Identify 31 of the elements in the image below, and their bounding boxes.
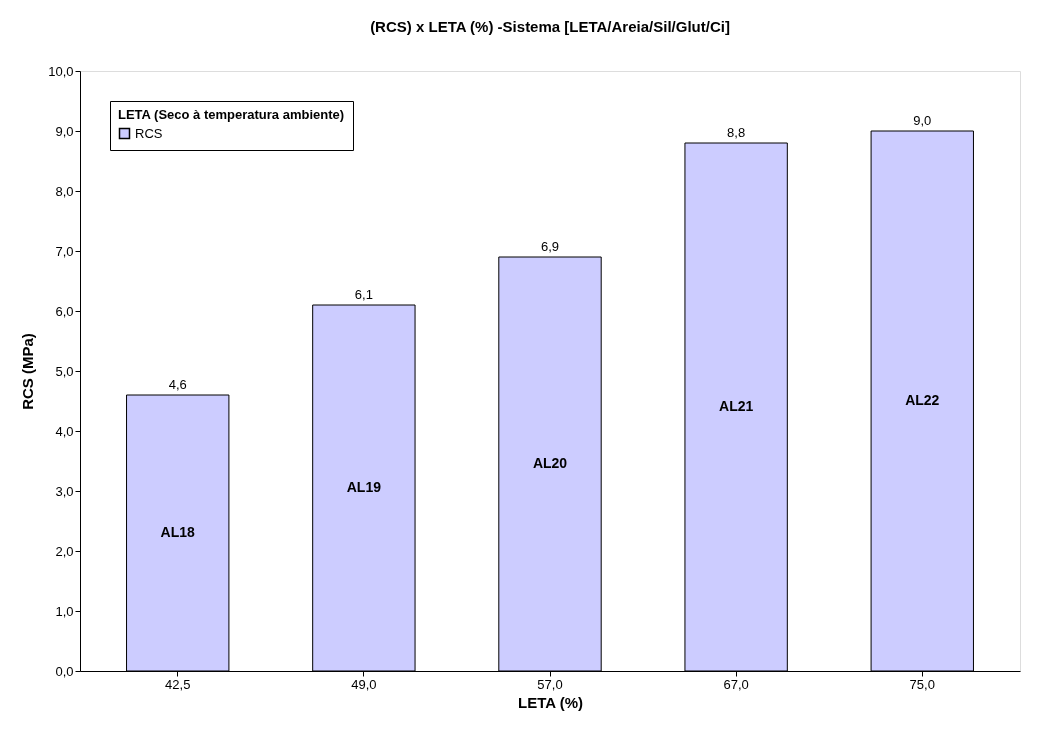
y-tick-label: 2,0 [55, 543, 74, 559]
y-tick-label: 9,0 [55, 123, 74, 139]
text: 6,1 [354, 287, 373, 302]
annotation: AL19 [346, 479, 382, 495]
legend-label: RCS [135, 125, 163, 141]
x-tick-label: 75,0 [909, 676, 935, 692]
x-tick-label: 67,0 [723, 676, 749, 692]
legend-title: LETA (Seco à temperatura ambiente) [118, 107, 345, 122]
y-tick-label: 7,0 [55, 243, 74, 259]
x-tick-label: 57,0 [537, 676, 563, 692]
chart-title: (RCS) x LETA (%) -Sistema [LETA/Areia/Sil/Glut/Ci] [370, 18, 730, 35]
text: 6,9 [540, 239, 560, 254]
y-tick-label: 5,0 [55, 363, 74, 379]
annotation: AL20 [532, 455, 568, 471]
y-tick-label: 3,0 [55, 483, 74, 499]
x-tick-label: 42,5 [165, 676, 191, 692]
annotation: AL22 [905, 392, 940, 408]
y-tick-label: 0,0 [55, 663, 74, 679]
y-tick-label: 6,0 [55, 303, 74, 319]
y-axis-title: RCS (MPa) [19, 333, 37, 410]
text: 9,0 [913, 113, 932, 128]
y-tick-label: 4,0 [55, 423, 74, 439]
text: 4,6 [168, 377, 187, 392]
y-tick-label: 8,0 [55, 183, 74, 199]
y-tick-label: 10,0 [48, 63, 74, 79]
annotation: AL21 [719, 398, 754, 414]
text: 8,8 [727, 125, 746, 140]
annotation: AL18 [160, 524, 196, 540]
y-tick-label: 1,0 [55, 603, 74, 619]
x-axis-title: LETA (%) [518, 693, 583, 711]
x-tick-label: 49,0 [351, 676, 377, 692]
